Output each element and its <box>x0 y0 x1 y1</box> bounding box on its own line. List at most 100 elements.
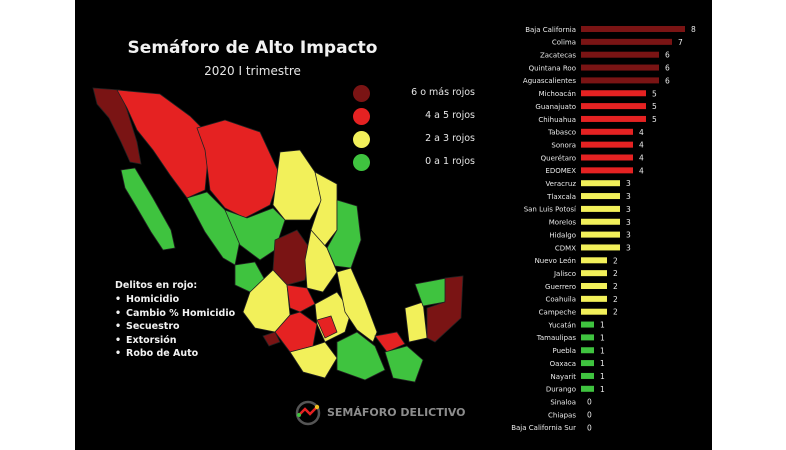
bar-category-label: Durango <box>546 386 576 394</box>
map-region-oaxaca <box>336 331 386 381</box>
bar <box>581 115 646 122</box>
bar-value-label: 3 <box>626 218 631 227</box>
bar-category-label: Jalisco <box>553 270 576 278</box>
bar <box>581 334 594 341</box>
bar-value-label: 1 <box>600 372 605 381</box>
bar-value-label: 3 <box>626 192 631 201</box>
map-region-durango <box>224 207 286 261</box>
bar <box>581 283 607 289</box>
bar-value-label: 3 <box>626 243 631 252</box>
bar-value-label: 3 <box>626 231 631 240</box>
crimes-list: Delitos en rojo: Homicidio Cambio % Homi… <box>115 280 235 362</box>
bar <box>581 205 620 212</box>
map-region-tamaulipas <box>326 199 362 269</box>
chart-title: Semáforo de Alto Impacto <box>127 38 378 58</box>
bar-category-label: Oaxaca <box>550 360 576 368</box>
bar-value-label: 5 <box>652 115 657 124</box>
bar-value-label: 1 <box>600 385 605 394</box>
legend-label: 6 o más rojos <box>411 87 475 98</box>
bar <box>581 321 594 328</box>
bar-category-label: Campeche <box>539 309 576 317</box>
bar-category-label: Nayarit <box>550 373 576 381</box>
bar-category-label: Guanajuato <box>535 103 576 111</box>
bar <box>581 257 607 264</box>
bar-value-label: 6 <box>665 64 670 73</box>
legend-label: 2 a 3 rojos <box>425 133 475 144</box>
crime-item: Robo de Auto <box>115 348 235 362</box>
bar-value-label: 3 <box>626 205 631 214</box>
bar <box>581 360 594 367</box>
bar-category-label: Aguascalientes <box>523 77 576 85</box>
map-region-sinaloa <box>186 191 241 266</box>
bar-value-label: 2 <box>613 269 618 278</box>
bar-category-label: Guerrero <box>545 283 576 291</box>
bar-value-label: 4 <box>639 141 644 150</box>
bar-category-label: Sonora <box>551 141 576 149</box>
bar-value-label: 8 <box>691 25 696 34</box>
bar-value-label: 3 <box>626 179 631 188</box>
bar-value-label: 5 <box>652 89 657 98</box>
map-region-chihuahua <box>196 119 281 219</box>
map-region-baja-california-sur <box>120 167 176 251</box>
map-region-chiapas <box>384 345 424 383</box>
mexico-map <box>92 87 464 383</box>
bar-category-label: Michoacán <box>539 90 576 98</box>
bar <box>581 180 620 187</box>
bar <box>581 372 594 379</box>
bar-value-label: 1 <box>600 321 605 330</box>
bar-category-label: Coahuila <box>545 296 576 304</box>
bar <box>581 295 607 302</box>
map-region-guanajuato <box>286 284 316 313</box>
bar-category-label: EDOMEX <box>545 167 576 175</box>
bar <box>581 385 594 392</box>
bar-value-label: 2 <box>613 282 618 291</box>
bar <box>581 90 646 97</box>
map-region-san-luis-potosi <box>304 229 338 293</box>
map-region-veracruz <box>336 267 378 343</box>
legend-label: 4 a 5 rojos <box>425 110 475 121</box>
bar-value-label: 2 <box>613 308 618 317</box>
bar-category-label: Quintana Roo <box>529 64 576 72</box>
bar-category-label: Yucatán <box>547 321 576 329</box>
bar-value-label: 2 <box>613 256 618 265</box>
legend-item: 2 a 3 rojos <box>353 131 493 149</box>
bar-category-label: Hidalgo <box>549 231 576 239</box>
semaforo-logo-icon <box>295 400 321 426</box>
crime-item: Cambio % Homicidio <box>115 308 235 322</box>
bar-value-label: 4 <box>639 128 644 137</box>
bar-value-label: 5 <box>652 102 657 111</box>
bar <box>581 193 620 200</box>
bar-value-label: 1 <box>600 359 605 368</box>
bar-category-label: Tabasco <box>547 129 576 137</box>
bar-category-label: Chiapas <box>548 411 576 419</box>
bar <box>581 167 633 174</box>
bar-value-label: 6 <box>665 51 670 60</box>
bar <box>581 26 685 32</box>
bar-value-label: 0 <box>587 398 592 407</box>
bar <box>581 103 646 110</box>
bar <box>581 38 672 45</box>
chart-subtitle: 2020 I trimestre <box>204 64 301 78</box>
bar-category-label: Querétaro <box>541 154 576 162</box>
bar-category-label: Tlaxcala <box>546 193 576 201</box>
bar-category-label: Baja California Sur <box>511 424 576 432</box>
legend-label: 0 a 1 rojos <box>425 156 475 167</box>
bar-category-label: Tamaulipas <box>536 334 577 342</box>
bar-value-label: 4 <box>639 166 644 175</box>
bar <box>581 154 633 161</box>
map-region-quintana-roo <box>426 275 464 343</box>
bar <box>581 308 607 315</box>
map-region-campeche <box>404 301 428 343</box>
crime-item: Homicidio <box>115 294 235 308</box>
logo-text: SEMÁFORO DELICTIVO <box>327 406 466 419</box>
bar <box>581 218 620 225</box>
bar-value-label: 0 <box>587 423 592 432</box>
bar-value-label: 7 <box>678 38 683 47</box>
bar-value-label: 0 <box>587 411 592 420</box>
bar-value-label: 4 <box>639 154 644 163</box>
bar-category-label: Baja California <box>525 26 576 34</box>
crimes-title: Delitos en rojo: <box>115 280 198 291</box>
legend-swatch <box>353 131 370 148</box>
bar <box>581 51 659 58</box>
bar <box>581 347 594 354</box>
